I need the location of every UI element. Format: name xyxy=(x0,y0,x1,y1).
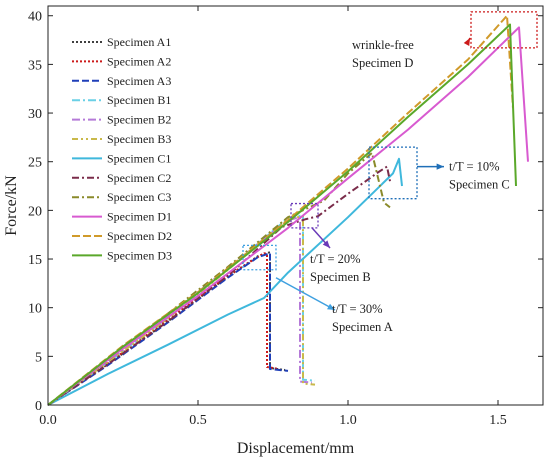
annotation-c-line2: Specimen C xyxy=(449,178,510,192)
legend-label: Specimen A1 xyxy=(107,35,171,49)
y-tick-label: 15 xyxy=(28,253,42,268)
legend-label: Specimen D1 xyxy=(107,210,172,224)
x-tick-label: 0.5 xyxy=(189,413,207,428)
plot-frame xyxy=(47,5,544,406)
y-tick-label: 20 xyxy=(28,204,42,219)
annotation-box-c xyxy=(368,146,418,200)
x-tick-label: 0.0 xyxy=(39,413,57,428)
series-line-specimen-b3 xyxy=(47,215,316,406)
x-axis-label: Displacement/mm xyxy=(237,440,355,457)
series-line-specimen-c1 xyxy=(47,157,403,406)
y-tick-label: 25 xyxy=(28,156,42,171)
legend-label: Specimen D2 xyxy=(107,229,172,243)
y-tick-label: 30 xyxy=(28,107,42,122)
series-line-specimen-d1 xyxy=(47,26,529,406)
ticks-layer: 0.0 0.5 1.0 1.5 0 5 10 15 20 25 30 35 40 xyxy=(28,6,543,428)
annotation-arrow-d-head xyxy=(463,38,470,46)
annotation-b-line1: t/T = 20% xyxy=(310,252,361,266)
x-tick-label: 1.5 xyxy=(489,413,507,428)
annotation-box-a xyxy=(242,244,277,271)
legend-label: Specimen C3 xyxy=(107,190,171,204)
annotation-arrow-a-head xyxy=(327,303,335,310)
annotation-arrow-c-head xyxy=(436,163,444,170)
legend-label: Specimen B2 xyxy=(107,113,171,127)
annotation-d-line2: Specimen D xyxy=(352,56,413,70)
x-tick-label: 1.0 xyxy=(339,413,357,428)
annotation-b-line2: Specimen B xyxy=(310,270,371,284)
annotation-a-line1: t/T = 30% xyxy=(332,302,383,316)
annotation-arrow-b-head xyxy=(322,240,330,248)
legend-label: Specimen B1 xyxy=(107,93,171,107)
annotation-d-line1: wrinkle-free xyxy=(352,38,414,52)
y-tick-label: 10 xyxy=(28,302,42,317)
annotation-a-line2: Specimen A xyxy=(332,320,393,334)
legend-label: Specimen A2 xyxy=(107,54,171,68)
y-axis-label: Force/kN xyxy=(3,175,20,236)
legend-label: Specimen A3 xyxy=(107,74,171,88)
y-tick-label: 5 xyxy=(35,350,42,365)
annotation-box-d xyxy=(470,11,538,49)
legend: Specimen A1 Specimen A2 Specimen A3 Specime… xyxy=(72,35,172,262)
legend-label: Specimen B3 xyxy=(107,132,171,146)
series-line-specimen-c3 xyxy=(47,151,391,406)
series-line-specimen-d3 xyxy=(47,23,517,406)
legend-label: Specimen C2 xyxy=(107,171,171,185)
y-tick-label: 35 xyxy=(28,58,42,73)
series-line-specimen-c2 xyxy=(47,165,391,406)
curves-layer xyxy=(47,14,529,406)
legend-label: Specimen C1 xyxy=(107,151,171,165)
annotation-arrow-a xyxy=(275,277,336,311)
y-tick-label: 40 xyxy=(28,10,42,25)
y-tick-label: 0 xyxy=(35,399,42,414)
annotations-layer: wrinkle-free Specimen D t/T = 10% Specimen … xyxy=(242,11,538,334)
annotation-box-b xyxy=(290,202,319,229)
series-line-specimen-a3 xyxy=(47,252,289,406)
legend-label: Specimen D3 xyxy=(107,248,172,262)
annotation-c-line1: t/T = 10% xyxy=(449,160,500,174)
